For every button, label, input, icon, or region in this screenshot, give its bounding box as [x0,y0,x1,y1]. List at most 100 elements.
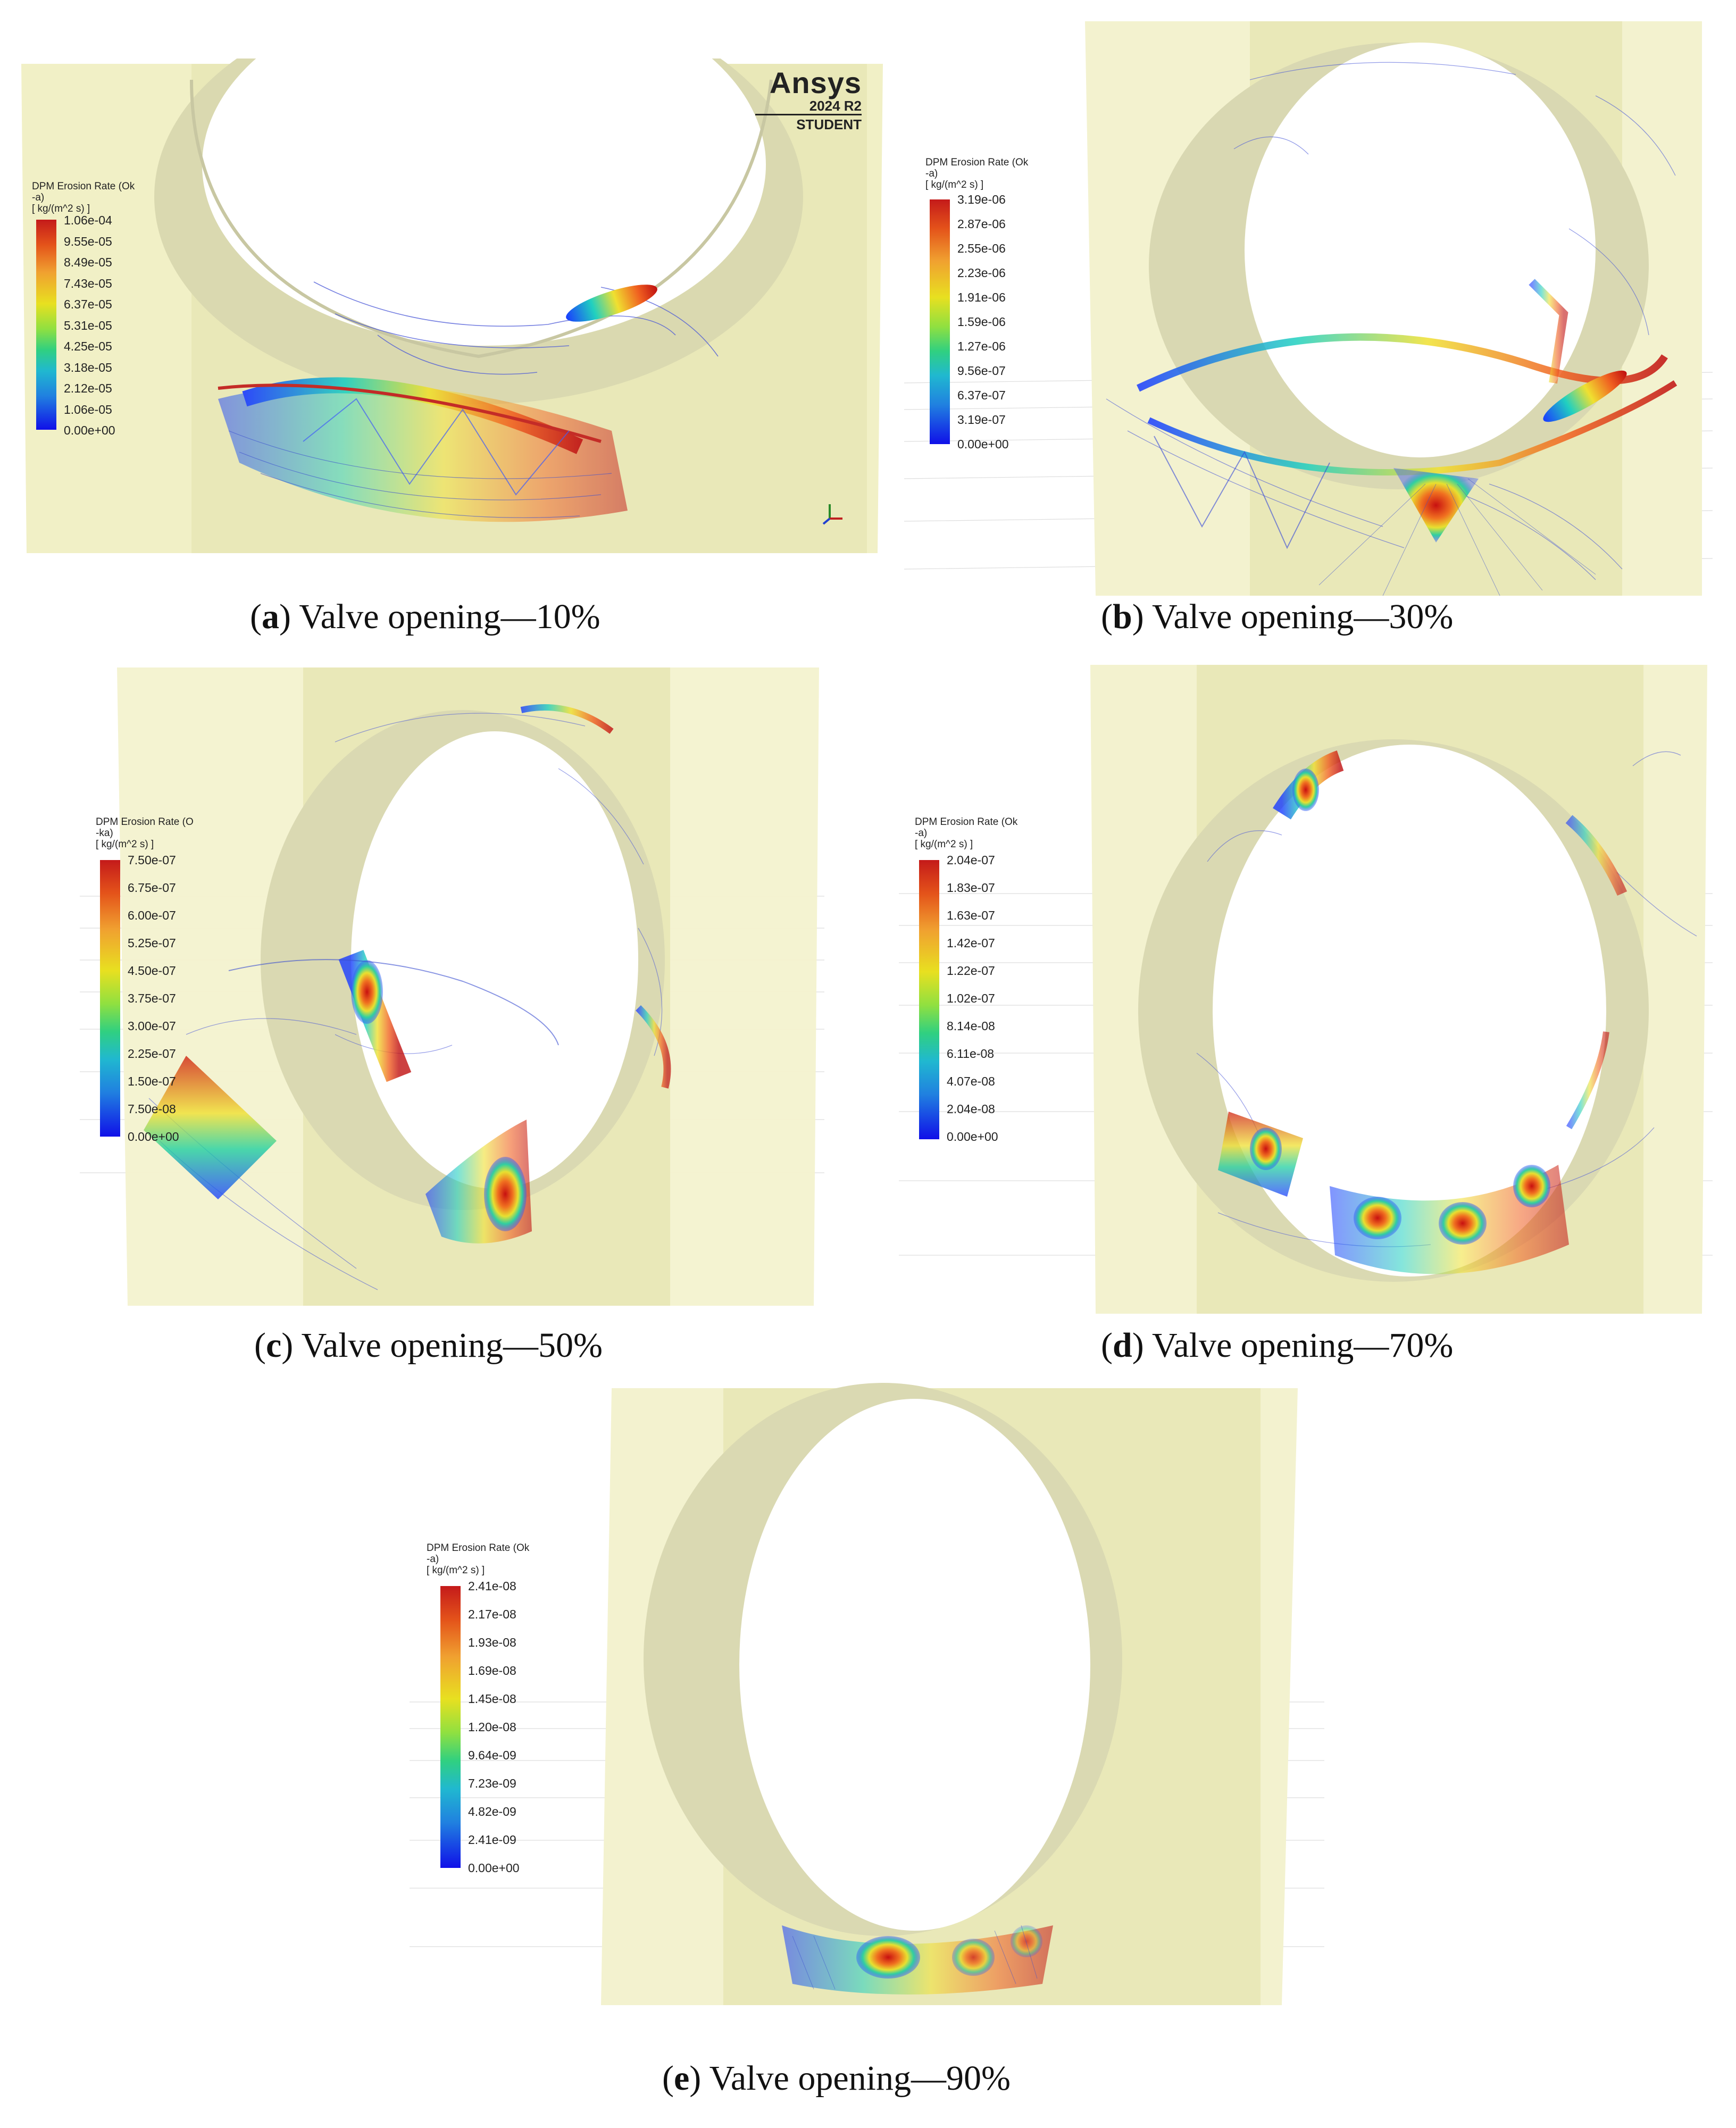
legend-tick: 6.00e-07 [128,908,176,922]
legend-tick: 2.87e-06 [957,217,1006,231]
legend-color-bar [440,1586,461,1868]
legend-tick: 2.17e-08 [468,1607,516,1621]
erosion-contour-scene-b [904,21,1713,596]
caption-a: (a) Valve opening—10% [250,597,600,636]
legend-tick: 4.82e-09 [468,1805,516,1818]
legend-tick: 5.25e-07 [128,936,176,950]
axes-triad-icon [822,504,842,525]
erosion-contour-scene-c [80,667,824,1306]
legend-tick: 1.59e-06 [957,315,1006,329]
color-legend-e: DPM Erosion Rate (Ok -a) [ kg/(m^2 s) ] … [427,1542,554,1875]
legend-tick: 0.00e+00 [468,1861,520,1875]
legend-title: DPM Erosion Rate (Ok -a) [ kg/(m^2 s) ] [915,816,1018,850]
legend-title: DPM Erosion Rate (Ok -a) [ kg/(m^2 s) ] [427,1542,530,1576]
legend-tick: 2.25e-07 [128,1047,176,1061]
legend-tick: 2.04e-08 [947,1102,995,1116]
legend-tick: 4.07e-08 [947,1074,995,1088]
caption-b: (b) Valve opening—30% [1101,597,1454,636]
color-legend-b: DPM Erosion Rate (Ok -a) [ kg/(m^2 s) ] … [925,157,1042,460]
panel-d: DPM Erosion Rate (Ok -a) [ kg/(m^2 s) ] … [899,660,1713,1314]
legend-title: DPM Erosion Rate (O -ka) [ kg/(m^2 s) ] [96,816,194,850]
legend-tick: 2.55e-06 [957,241,1006,255]
legend-tick: 1.93e-08 [468,1635,516,1649]
panel-c: DPM Erosion Rate (O -ka) [ kg/(m^2 s) ] … [80,662,824,1311]
legend-tick: 9.55e-05 [64,235,112,248]
caption-letter: b [1112,597,1132,636]
legend-tick: 0.00e+00 [64,423,115,437]
legend-tick: 8.14e-08 [947,1019,995,1033]
legend-tick: 1.83e-07 [947,881,995,895]
legend-tick: 1.06e-05 [64,403,112,416]
legend-tick: 0.00e+00 [128,1130,179,1144]
legend-tick: 7.23e-09 [468,1776,516,1790]
legend-tick: 6.37e-07 [957,388,1006,402]
legend-title: DPM Erosion Rate (Ok -a) [ kg/(m^2 s) ] [925,157,1029,190]
legend-tick: 1.50e-07 [128,1074,176,1088]
caption-text: Valve opening—70% [1144,1326,1454,1365]
ansys-version: 2024 R2 [809,98,862,114]
legend-tick: 1.91e-06 [957,290,1006,304]
panel-e: DPM Erosion Rate (Ok -a) [ kg/(m^2 s) ] … [410,1383,1324,2005]
legend-tick: 1.27e-06 [957,339,1006,353]
legend-color-bar [930,199,950,444]
caption-text: Valve opening—90% [701,2059,1011,2098]
caption-letter: a [261,597,279,636]
panel-b: DPM Erosion Rate (Ok -a) [ kg/(m^2 s) ] … [904,16,1713,596]
caption-text: Valve opening—50% [293,1326,603,1365]
legend-tick: 1.22e-07 [947,964,995,978]
erosion-contour-scene-a [21,59,883,553]
ansys-logo: Ansys [769,66,862,99]
legend-color-bar [919,860,939,1139]
legend-tick: 3.75e-07 [128,991,176,1005]
caption-text: Valve opening—10% [290,597,600,636]
legend-tick: 1.02e-07 [947,991,995,1005]
caption-c: (c) Valve opening—50% [254,1326,603,1365]
legend-tick: 3.19e-07 [957,413,1006,427]
legend-tick: 1.20e-08 [468,1720,516,1734]
legend-tick: 2.41e-08 [468,1579,516,1593]
caption-letter: d [1112,1326,1132,1365]
legend-tick: 3.00e-07 [128,1019,176,1033]
legend-tick: 5.31e-05 [64,319,112,332]
legend-tick: 6.37e-05 [64,297,112,311]
caption-letter: e [673,2059,690,2098]
legend-tick: 9.64e-09 [468,1748,516,1762]
legend-tick: 1.63e-07 [947,908,995,922]
legend-tick: 1.06e-04 [64,213,112,227]
legend-tick: 6.75e-07 [128,881,176,895]
erosion-contour-scene-d [899,665,1713,1314]
legend-tick: 6.11e-08 [947,1047,995,1061]
legend-tick: 4.25e-05 [64,339,112,353]
legend-tick: 4.50e-07 [128,964,176,978]
ansys-edition: STUDENT [755,114,862,132]
legend-color-bar [36,220,56,430]
legend-tick: 7.50e-08 [128,1102,176,1116]
legend-title: DPM Erosion Rate (Ok -a) [ kg/(m^2 s) ] [32,181,135,214]
legend-tick: 2.12e-05 [64,381,112,395]
legend-tick: 1.45e-08 [468,1692,516,1706]
color-legend-d: DPM Erosion Rate (Ok -a) [ kg/(m^2 s) ] … [915,816,1032,1143]
panel-a: DPM Erosion Rate (Ok -a) [ kg/(m^2 s) ] … [16,59,888,556]
legend-tick: 7.43e-05 [64,277,112,290]
caption-text: Valve opening—30% [1144,597,1454,636]
caption-letter: c [265,1326,282,1365]
legend-tick: 3.19e-06 [957,193,1006,206]
color-legend-a: DPM Erosion Rate (Ok -a) [ kg/(m^2 s) ] … [32,181,149,457]
legend-tick: 7.50e-07 [128,853,176,867]
erosion-contour-scene-e [410,1383,1324,2005]
legend-tick: 2.04e-07 [947,853,995,867]
ansys-watermark: Ansys 2024 R2 STUDENT [755,68,862,132]
legend-tick: 2.41e-09 [468,1833,516,1847]
legend-tick: 8.49e-05 [64,255,112,269]
legend-tick: 1.69e-08 [468,1664,516,1678]
legend-color-bar [100,860,120,1137]
caption-e: (e) Valve opening—90% [662,2059,1011,2098]
legend-tick: 1.42e-07 [947,936,995,950]
legend-tick: 0.00e+00 [947,1130,998,1144]
caption-d: (d) Valve opening—70% [1101,1326,1454,1365]
legend-tick: 3.18e-05 [64,361,112,374]
color-legend-c: DPM Erosion Rate (O -ka) [ kg/(m^2 s) ] … [96,816,213,1143]
legend-tick: 2.23e-06 [957,266,1006,280]
legend-tick: 9.56e-07 [957,364,1006,378]
legend-tick: 0.00e+00 [957,437,1009,451]
